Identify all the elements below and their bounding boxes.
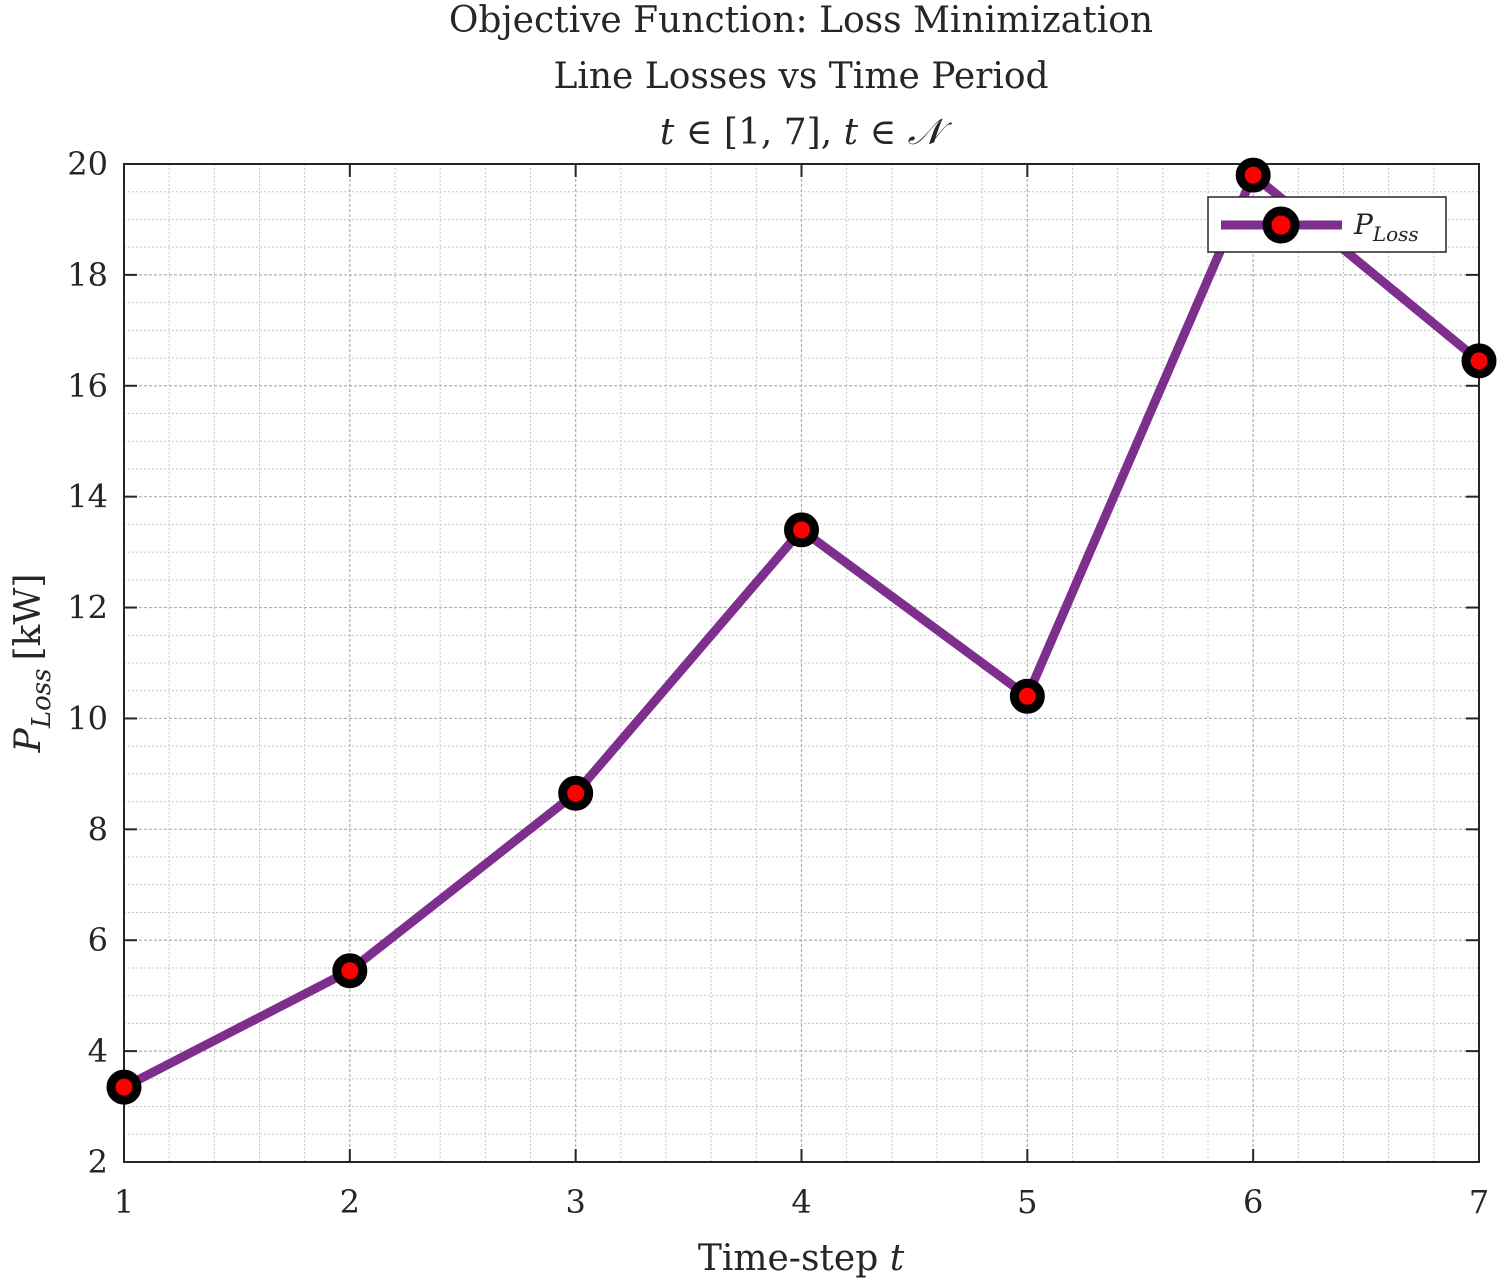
y-tick-label: 16 (67, 367, 108, 405)
axis-ticks (123, 163, 1480, 1163)
x-tick-label: 2 (340, 1183, 360, 1221)
y-tick-label: 12 (67, 589, 108, 627)
x-tick-label: 4 (791, 1183, 811, 1221)
y-tick-label: 20 (67, 145, 108, 183)
y-tick-label: 10 (67, 699, 108, 737)
y-tick-label: 4 (88, 1032, 108, 1070)
x-tick-label: 5 (1017, 1183, 1037, 1221)
legend-label: PLoss (1353, 208, 1419, 246)
y-tick-label: 14 (67, 478, 108, 516)
data-point (784, 512, 819, 548)
chart-title-line-2: Line Losses vs Time Period (553, 56, 1048, 97)
y-axis-label: PLoss[kW] (8, 574, 57, 754)
data-point (1461, 343, 1497, 379)
x-tick-label: 1 (114, 1183, 134, 1221)
chart-subtitle-math: t ∈ [1, 7], t ∈ 𝒩 (660, 112, 953, 153)
legend-marker-swatch (1262, 206, 1300, 244)
x-tick-label: 3 (565, 1183, 585, 1221)
x-axis-label: Time-step t (698, 1238, 905, 1279)
data-point (1235, 157, 1271, 193)
x-tick-label: 6 (1243, 1183, 1263, 1221)
y-tick-label: 6 (88, 921, 108, 959)
data-point (332, 953, 368, 989)
y-tick-labels: 2 4 6 8 10 12 14 16 18 20 (67, 145, 108, 1181)
data-point (558, 775, 594, 811)
series-group (106, 157, 1497, 1105)
y-tick-label: 8 (88, 810, 108, 848)
y-tick-label: 2 (88, 1143, 108, 1181)
legend: PLoss (1207, 196, 1447, 253)
x-tick-label: 7 (1469, 1183, 1489, 1221)
data-point (1009, 678, 1045, 714)
x-tick-labels: 1 2 3 4 5 6 7 (114, 1183, 1489, 1221)
y-tick-label: 18 (67, 256, 108, 294)
data-point (106, 1069, 142, 1105)
chart-title-line-1: Objective Function: Loss Minimization (449, 0, 1153, 41)
